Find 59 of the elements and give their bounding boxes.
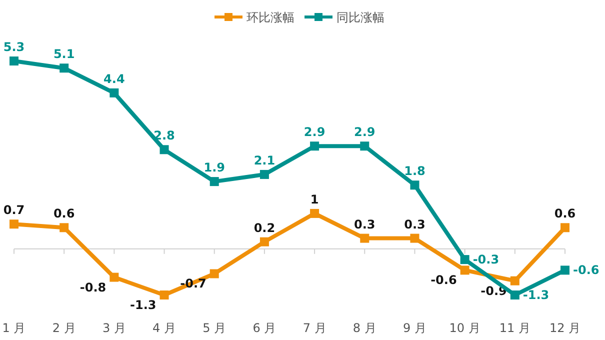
data-label: 0.2: [254, 220, 276, 235]
data-label: 4.4: [104, 72, 125, 86]
point: [460, 266, 470, 275]
point: [410, 180, 420, 190]
point: [260, 170, 269, 179]
point: [310, 142, 320, 151]
x-tick-label: 11 月: [499, 321, 530, 335]
x-tick-label: 8 月: [352, 321, 376, 335]
point: [160, 290, 169, 300]
data-label: -0.6: [430, 273, 457, 288]
point: [560, 266, 570, 275]
data-label: 0.7: [3, 203, 25, 218]
data-label: 2.9: [354, 125, 376, 140]
data-label: -0.8: [80, 280, 106, 294]
data-label: 1.9: [204, 160, 225, 175]
point: [460, 255, 470, 264]
point: [210, 269, 219, 278]
data-label: 1: [310, 192, 319, 206]
data-label: 0.6: [53, 206, 75, 221]
point: [560, 223, 570, 232]
point: [210, 177, 219, 186]
point: [60, 64, 69, 73]
x-tick-label: 6 月: [252, 321, 276, 335]
data-label: 0.6: [554, 206, 576, 221]
data-label: -1.3: [522, 288, 550, 302]
x-tick-label: 5 月: [202, 321, 226, 335]
data-label: 0.3: [404, 217, 426, 232]
data-label: -0.6: [573, 263, 600, 278]
data-label: 2.9: [304, 125, 326, 140]
point: [110, 272, 119, 282]
legend-label: 环比涨幅: [246, 10, 294, 24]
data-label: 5.3: [3, 40, 25, 54]
data-label: 1.8: [404, 164, 426, 178]
x-tick-label: 1 月: [2, 321, 26, 335]
point: [310, 208, 320, 218]
point: [110, 88, 119, 98]
x-tick-label: 3 月: [102, 321, 126, 335]
x-tick-label: 9 月: [403, 321, 426, 335]
x-tick-label: 4 月: [152, 321, 176, 335]
data-label: -0.3: [472, 252, 500, 267]
point: [60, 223, 69, 232]
x-tick-label: 7 月: [302, 321, 326, 335]
x-tick-label: 2 月: [52, 321, 76, 335]
data-label: 5.1: [53, 47, 75, 62]
point: [510, 290, 520, 300]
data-label: 2.1: [254, 153, 276, 168]
point: [410, 234, 420, 243]
point: [510, 276, 520, 286]
x-tick-label: 10 月: [449, 321, 480, 335]
point: [360, 142, 370, 151]
point: [10, 220, 18, 229]
data-label: 0.3: [354, 217, 376, 232]
point: [160, 145, 169, 154]
x-tick-label: 12 月: [549, 321, 581, 335]
point: [360, 234, 370, 243]
point: [10, 56, 18, 66]
point: [260, 237, 269, 246]
legend-label: 同比涨幅: [336, 10, 384, 24]
data-label: -1.3: [130, 298, 156, 312]
